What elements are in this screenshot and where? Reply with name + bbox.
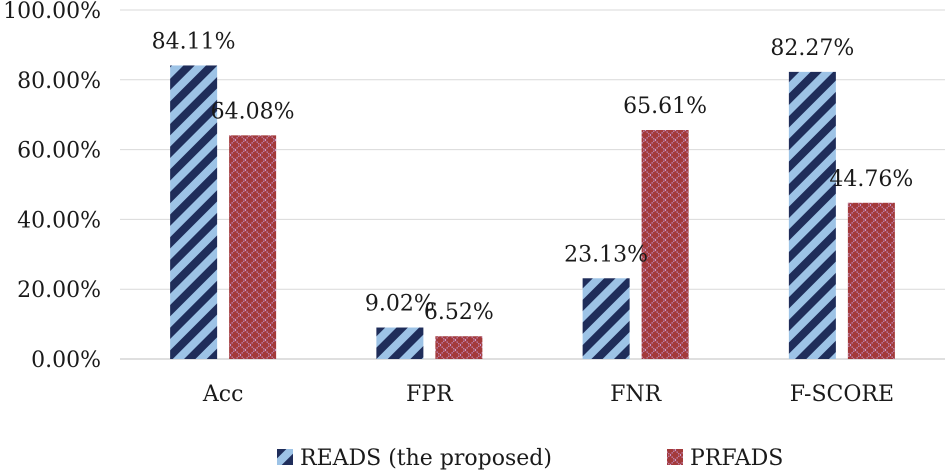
x-tick-label: Acc <box>202 382 244 407</box>
x-tick-label: F-SCORE <box>790 382 894 407</box>
y-tick-label: 40.00% <box>17 208 101 233</box>
data-label: 65.61% <box>623 94 707 119</box>
legend-swatch-reads <box>277 449 293 465</box>
legend: READS (the proposed) PRFADS <box>277 446 783 471</box>
data-label: 84.11% <box>152 29 236 54</box>
y-tick-label: 20.00% <box>17 278 101 303</box>
y-tick-label: 0.00% <box>31 348 101 373</box>
bar-reads-fpr <box>376 327 424 359</box>
data-labels: 84.11% 64.08% 9.02%6.52% 23.13% 65.61% 82.27%… <box>152 29 914 325</box>
bar-prfads-fnr <box>641 130 689 359</box>
legend-swatch-prfads <box>667 449 683 465</box>
bar-reads-acc <box>170 65 218 359</box>
bar-prfads-fpr <box>435 336 483 359</box>
bar-reads-fnr <box>582 278 630 359</box>
legend-label-reads: READS (the proposed) <box>300 446 552 471</box>
y-tick-label: 80.00% <box>17 69 101 94</box>
y-tick-label: 100.00% <box>3 0 101 24</box>
bar-reads-f-score <box>788 71 836 360</box>
data-label: 6.52% <box>424 300 494 325</box>
x-axis: Acc FPR FNR F-SCORE <box>202 382 894 407</box>
data-label: 64.08% <box>211 99 295 124</box>
bars <box>170 65 895 360</box>
y-axis: 0.00% 20.00% 40.00% 60.00% 80.00% 100.00% <box>3 0 101 373</box>
legend-label-prfads: PRFADS <box>690 446 783 471</box>
x-tick-label: FNR <box>610 382 663 407</box>
y-tick-label: 60.00% <box>17 139 101 164</box>
bar-prfads-f-score <box>847 202 895 359</box>
data-label: 23.13% <box>564 242 648 267</box>
data-label: 82.27% <box>770 36 854 61</box>
data-label: 44.76% <box>829 167 913 192</box>
bar-prfads-acc <box>229 135 277 359</box>
x-tick-label: FPR <box>406 382 454 407</box>
data-label: 9.02% <box>365 292 435 317</box>
